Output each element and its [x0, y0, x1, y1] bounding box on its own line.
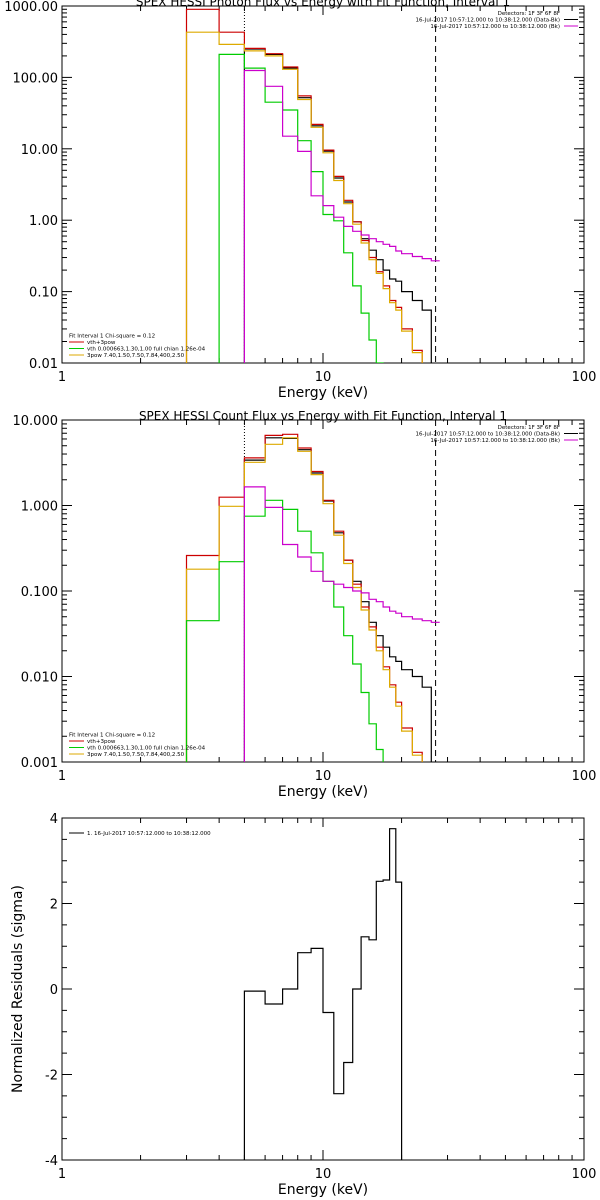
y-tick-label: 0.10: [29, 286, 58, 301]
y-tick-label: 0: [50, 983, 58, 998]
header-line: 16-Jul-2017 10:57:12.000 to 10:38:12.000…: [430, 438, 560, 444]
legend-entry: 3pow 7.40,1.50,7.50,7.84,400,2.50: [87, 752, 185, 758]
series-line-2: [185, 433, 423, 762]
x-axis-label: Energy (keV): [278, 1182, 368, 1198]
x-tick-label: 100: [572, 370, 597, 385]
legend-entry: 1. 16-Jul-2017 10:57:12.000 to 10:38:12.…: [87, 831, 211, 837]
y-tick-label: -4: [45, 1154, 58, 1169]
legend-entry: Fit Interval 1 Chi-square = 0.12: [69, 334, 155, 340]
header-line: 16-Jul-2017 10:57:12.000 to 10:38:12.000…: [430, 24, 560, 30]
x-tick-label: 100: [572, 769, 597, 784]
series-line-1: [243, 437, 432, 762]
legend-entry: vth 0.000663,1.30,1.00 full chian 1.26e-…: [87, 746, 206, 752]
y-tick-label: 100.00: [13, 71, 59, 86]
y-tick-label: 4: [50, 812, 58, 827]
y-tick-label: -2: [45, 1069, 58, 1084]
x-axis-label: Energy (keV): [278, 385, 368, 401]
y-tick-label: 0.001: [21, 756, 58, 771]
x-tick-label: 1: [58, 1167, 66, 1182]
series-line-5: [243, 486, 440, 762]
x-tick-label: 10: [315, 1167, 332, 1182]
y-tick-label: 0.01: [29, 357, 58, 372]
y-tick-label: 10.000: [13, 414, 59, 429]
series-line-3: [185, 437, 423, 762]
chart-title: SPEX HESSI Photon Flux vs Energy with Fi…: [136, 0, 510, 9]
series-line-5: [243, 69, 440, 363]
y-tick-label: 10.00: [21, 143, 58, 158]
legend-entry: vth+3pow: [87, 340, 116, 346]
header-line: 16-Jul-2017 10:57:12.000 to 10:38:12.000…: [416, 432, 561, 438]
x-tick-label: 1: [58, 769, 66, 784]
y-tick-label: 1000.00: [4, 0, 58, 15]
legend-entry: 3pow 7.40,1.50,7.50,7.84,400,2.50: [87, 353, 185, 359]
y-tick-label: 2: [50, 898, 58, 913]
y-tick-label: 1.00: [29, 214, 58, 229]
header-line: Detectors: 1F 3F 6F 8F: [498, 11, 560, 17]
series-line-4: [218, 53, 384, 363]
x-tick-label: 10: [315, 370, 332, 385]
series-line-1: [243, 828, 403, 1160]
y-tick-label: 0.100: [21, 585, 58, 600]
chart-panel-1: SPEX HESSI Photon Flux vs Energy with Fi…: [4, 0, 597, 401]
series-line-2: [185, 8, 423, 363]
chart-title: SPEX HESSI Count Flux vs Energy with Fit…: [139, 409, 507, 423]
x-tick-label: 100: [572, 1167, 597, 1182]
header-line: 16-Jul-2017 10:57:12.000 to 10:38:12.000…: [416, 18, 561, 24]
chart-panel-3: 1 10 100 4 2 0 -2 -4 Energy (keV) Normalized Resi…: [10, 812, 597, 1198]
y-axis-label: Normalized Residuals (sigma): [10, 885, 26, 1093]
series-line-3: [185, 31, 423, 363]
x-axis-label: Energy (keV): [278, 784, 368, 800]
legend-entry: vth+3pow: [87, 739, 116, 745]
series-line-1: [243, 48, 432, 363]
header-line: Detectors: 1F 3F 6F 8F: [498, 425, 560, 431]
series-line-4: [185, 499, 384, 762]
x-tick-label: 10: [315, 769, 332, 784]
legend-entry: vth 0.000663,1.30,1.00 full chian 1.26e-…: [87, 347, 206, 353]
y-tick-label: 1.000: [21, 500, 58, 515]
x-tick-label: 1: [58, 370, 66, 385]
legend-entry: Fit Interval 1 Chi-square = 0.12: [69, 733, 155, 739]
chart-panel-2: SPEX HESSI Count Flux vs Energy with Fit…: [13, 409, 597, 800]
y-tick-label: 0.010: [21, 671, 58, 686]
